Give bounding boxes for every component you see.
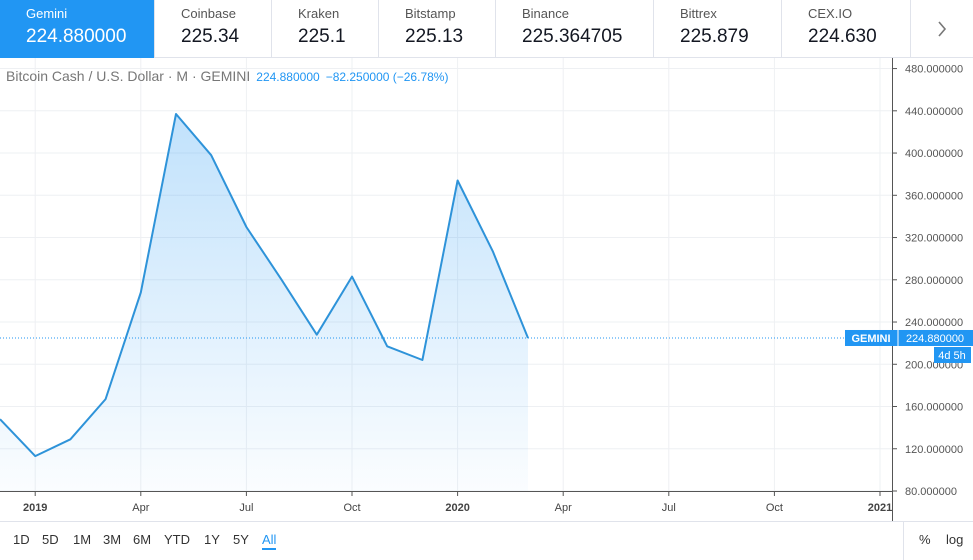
y-tick-label: 80.000000 — [905, 486, 957, 498]
legend-symbol: Bitcoin Cash / U.S. Dollar · M · GEMINI — [6, 68, 250, 84]
legend-change: −82.250000 (−26.78%) — [326, 70, 449, 84]
exchange-tab-cex-io[interactable]: CEX.IO 224.630 — [782, 0, 911, 58]
timeframe-5y[interactable]: 5Y — [233, 532, 249, 547]
last-price-exchange: GEMINI — [851, 333, 890, 345]
y-tick-label: 280.000000 — [905, 275, 963, 287]
timeframe-1m[interactable]: 1M — [73, 532, 91, 547]
exchange-price: 225.364705 — [522, 24, 653, 50]
x-tick-label: Jul — [239, 502, 253, 514]
exchange-name: Kraken — [298, 6, 378, 22]
percent-scale-toggle[interactable]: % — [919, 532, 931, 547]
y-tick-label: 360.000000 — [905, 190, 963, 202]
y-tick-label: 400.000000 — [905, 148, 963, 160]
exchange-name: Bittrex — [680, 6, 781, 22]
timeframe-all[interactable]: All — [262, 532, 276, 550]
exchange-name: Gemini — [26, 6, 154, 22]
exchange-tab-coinbase[interactable]: Coinbase 225.34 — [155, 0, 272, 58]
y-tick-label: 480.000000 — [905, 64, 963, 76]
price-area-fill — [0, 114, 528, 491]
exchange-price: 224.880000 — [26, 24, 154, 50]
exchange-price: 224.630 — [808, 24, 910, 50]
x-tick-label: Oct — [343, 502, 360, 514]
chevron-right-icon — [937, 21, 947, 37]
timeframe-5d[interactable]: 5D — [42, 532, 59, 547]
next-exchanges-button[interactable] — [911, 0, 973, 58]
exchange-name: CEX.IO — [808, 6, 910, 22]
x-tick-label: 2021 — [868, 502, 892, 514]
exchange-tab-kraken[interactable]: Kraken 225.1 — [272, 0, 379, 58]
price-chart[interactable]: 80.000000120.000000160.000000200.0000002… — [0, 58, 973, 521]
x-tick-label: Oct — [766, 502, 783, 514]
timeframe-1d[interactable]: 1D — [13, 532, 30, 547]
x-tick-label: Apr — [555, 502, 572, 514]
exchange-name: Coinbase — [181, 6, 271, 22]
time-axis[interactable]: 2019 Apr Jul Oct 2020 Apr Jul Oct 2021 — [0, 491, 892, 514]
last-price-value: 224.880000 — [906, 333, 964, 345]
y-tick-label: 240.000000 — [905, 317, 963, 329]
y-tick-label: 120.000000 — [905, 444, 963, 456]
timeframe-bar: 1D 5D 1M 3M 6M YTD 1Y 5Y All% log — [0, 521, 973, 559]
x-tick-label: 2020 — [445, 502, 469, 514]
exchange-tab-binance[interactable]: Binance 225.364705 — [496, 0, 654, 58]
exchange-price: 225.34 — [181, 24, 271, 50]
exchange-name: Bitstamp — [405, 6, 495, 22]
exchange-tabs: Gemini 224.880000 Coinbase 225.34 Kraken 225.… — [0, 0, 973, 58]
log-scale-toggle[interactable]: log — [946, 532, 963, 547]
price-axis[interactable]: 80.000000120.000000160.000000200.0000002… — [892, 58, 963, 521]
legend-value: 224.880000 — [256, 70, 319, 84]
exchange-tab-gemini[interactable]: Gemini 224.880000 — [0, 0, 155, 58]
exchange-price: 225.1 — [298, 24, 378, 50]
timeframe-3m[interactable]: 3M — [103, 532, 121, 547]
exchange-price: 225.879 — [680, 24, 781, 50]
exchange-price: 225.13 — [405, 24, 495, 50]
exchange-tab-bitstamp[interactable]: Bitstamp 225.13 — [379, 0, 496, 58]
x-tick-label: Jul — [662, 502, 676, 514]
scale-separator — [903, 522, 904, 560]
timeframe-ytd[interactable]: YTD — [164, 532, 190, 547]
y-tick-label: 440.000000 — [905, 106, 963, 118]
exchange-name: Binance — [522, 6, 653, 22]
countdown-label: 4d 5h — [938, 350, 966, 362]
timeframe-1y[interactable]: 1Y — [204, 532, 220, 547]
last-price-label: GEMINI 224.880000 4d 5h — [845, 330, 973, 363]
y-tick-label: 160.000000 — [905, 402, 963, 414]
exchange-tab-bittrex[interactable]: Bittrex 225.879 — [654, 0, 782, 58]
chart-legend: Bitcoin Cash / U.S. Dollar · M · GEMINI 2… — [6, 68, 448, 84]
x-tick-label: 2019 — [23, 502, 47, 514]
timeframe-6m[interactable]: 6M — [133, 532, 151, 547]
y-tick-label: 320.000000 — [905, 233, 963, 245]
x-tick-label: Apr — [132, 502, 149, 514]
